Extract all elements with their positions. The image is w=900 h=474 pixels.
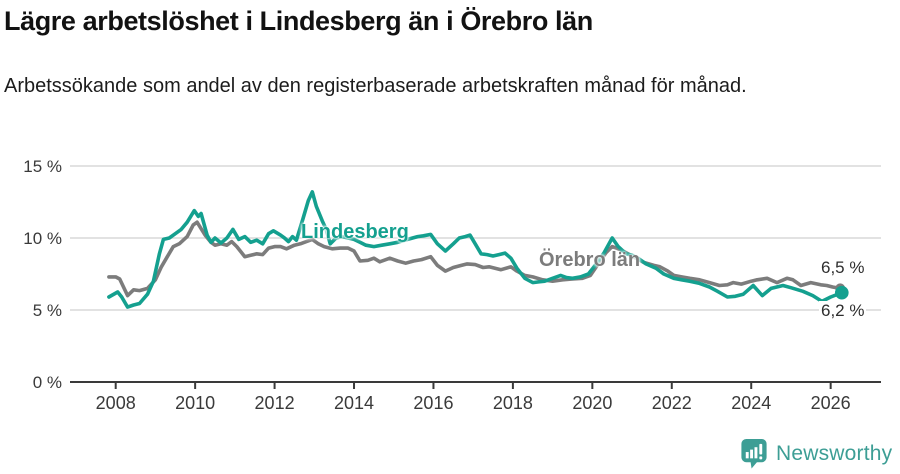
- x-axis-tick-label: 2016: [413, 393, 453, 413]
- newsworthy-logo: Newsworthy: [740, 438, 892, 469]
- x-axis-tick-label: 2024: [731, 393, 771, 413]
- chart-subtitle: Arbetssökande som andel av den registerb…: [4, 75, 747, 97]
- y-axis-tick-label: 0 %: [33, 373, 62, 392]
- page-title: Lägre arbetslöshet i Lindesberg än i Öre…: [4, 6, 593, 36]
- y-axis-tick-label: 15 %: [23, 157, 62, 176]
- series-label-lindesberg: Lindesberg: [301, 221, 409, 243]
- x-axis-tick-label: 2014: [334, 393, 374, 413]
- series-line-orebro: [107, 220, 843, 298]
- x-axis-tick-label: 2022: [652, 393, 692, 413]
- x-axis-tick-label: 2018: [493, 393, 533, 413]
- newsworthy-wordmark: Newsworthy: [776, 441, 893, 465]
- x-axis-tick-label: 2020: [572, 393, 612, 413]
- x-axis-tick-label: 2008: [96, 393, 136, 413]
- end-value-label-orebro: 6,5 %: [819, 258, 867, 278]
- end-value-label-lindesberg: 6,2 %: [819, 301, 867, 321]
- x-axis-tick-label: 2026: [811, 393, 851, 413]
- series-label-orebro-lan: Örebro län: [539, 249, 641, 271]
- series-end-dot-lindesberg: [835, 285, 849, 300]
- y-axis-tick-label: 5 %: [33, 301, 62, 320]
- series-line-lindesberg: [107, 190, 844, 309]
- y-axis-tick-label: 10 %: [23, 229, 62, 248]
- x-axis-tick-label: 2010: [175, 393, 215, 413]
- newsworthy-bubble-chart-icon: [741, 438, 767, 469]
- x-axis-tick-label: 2012: [255, 393, 295, 413]
